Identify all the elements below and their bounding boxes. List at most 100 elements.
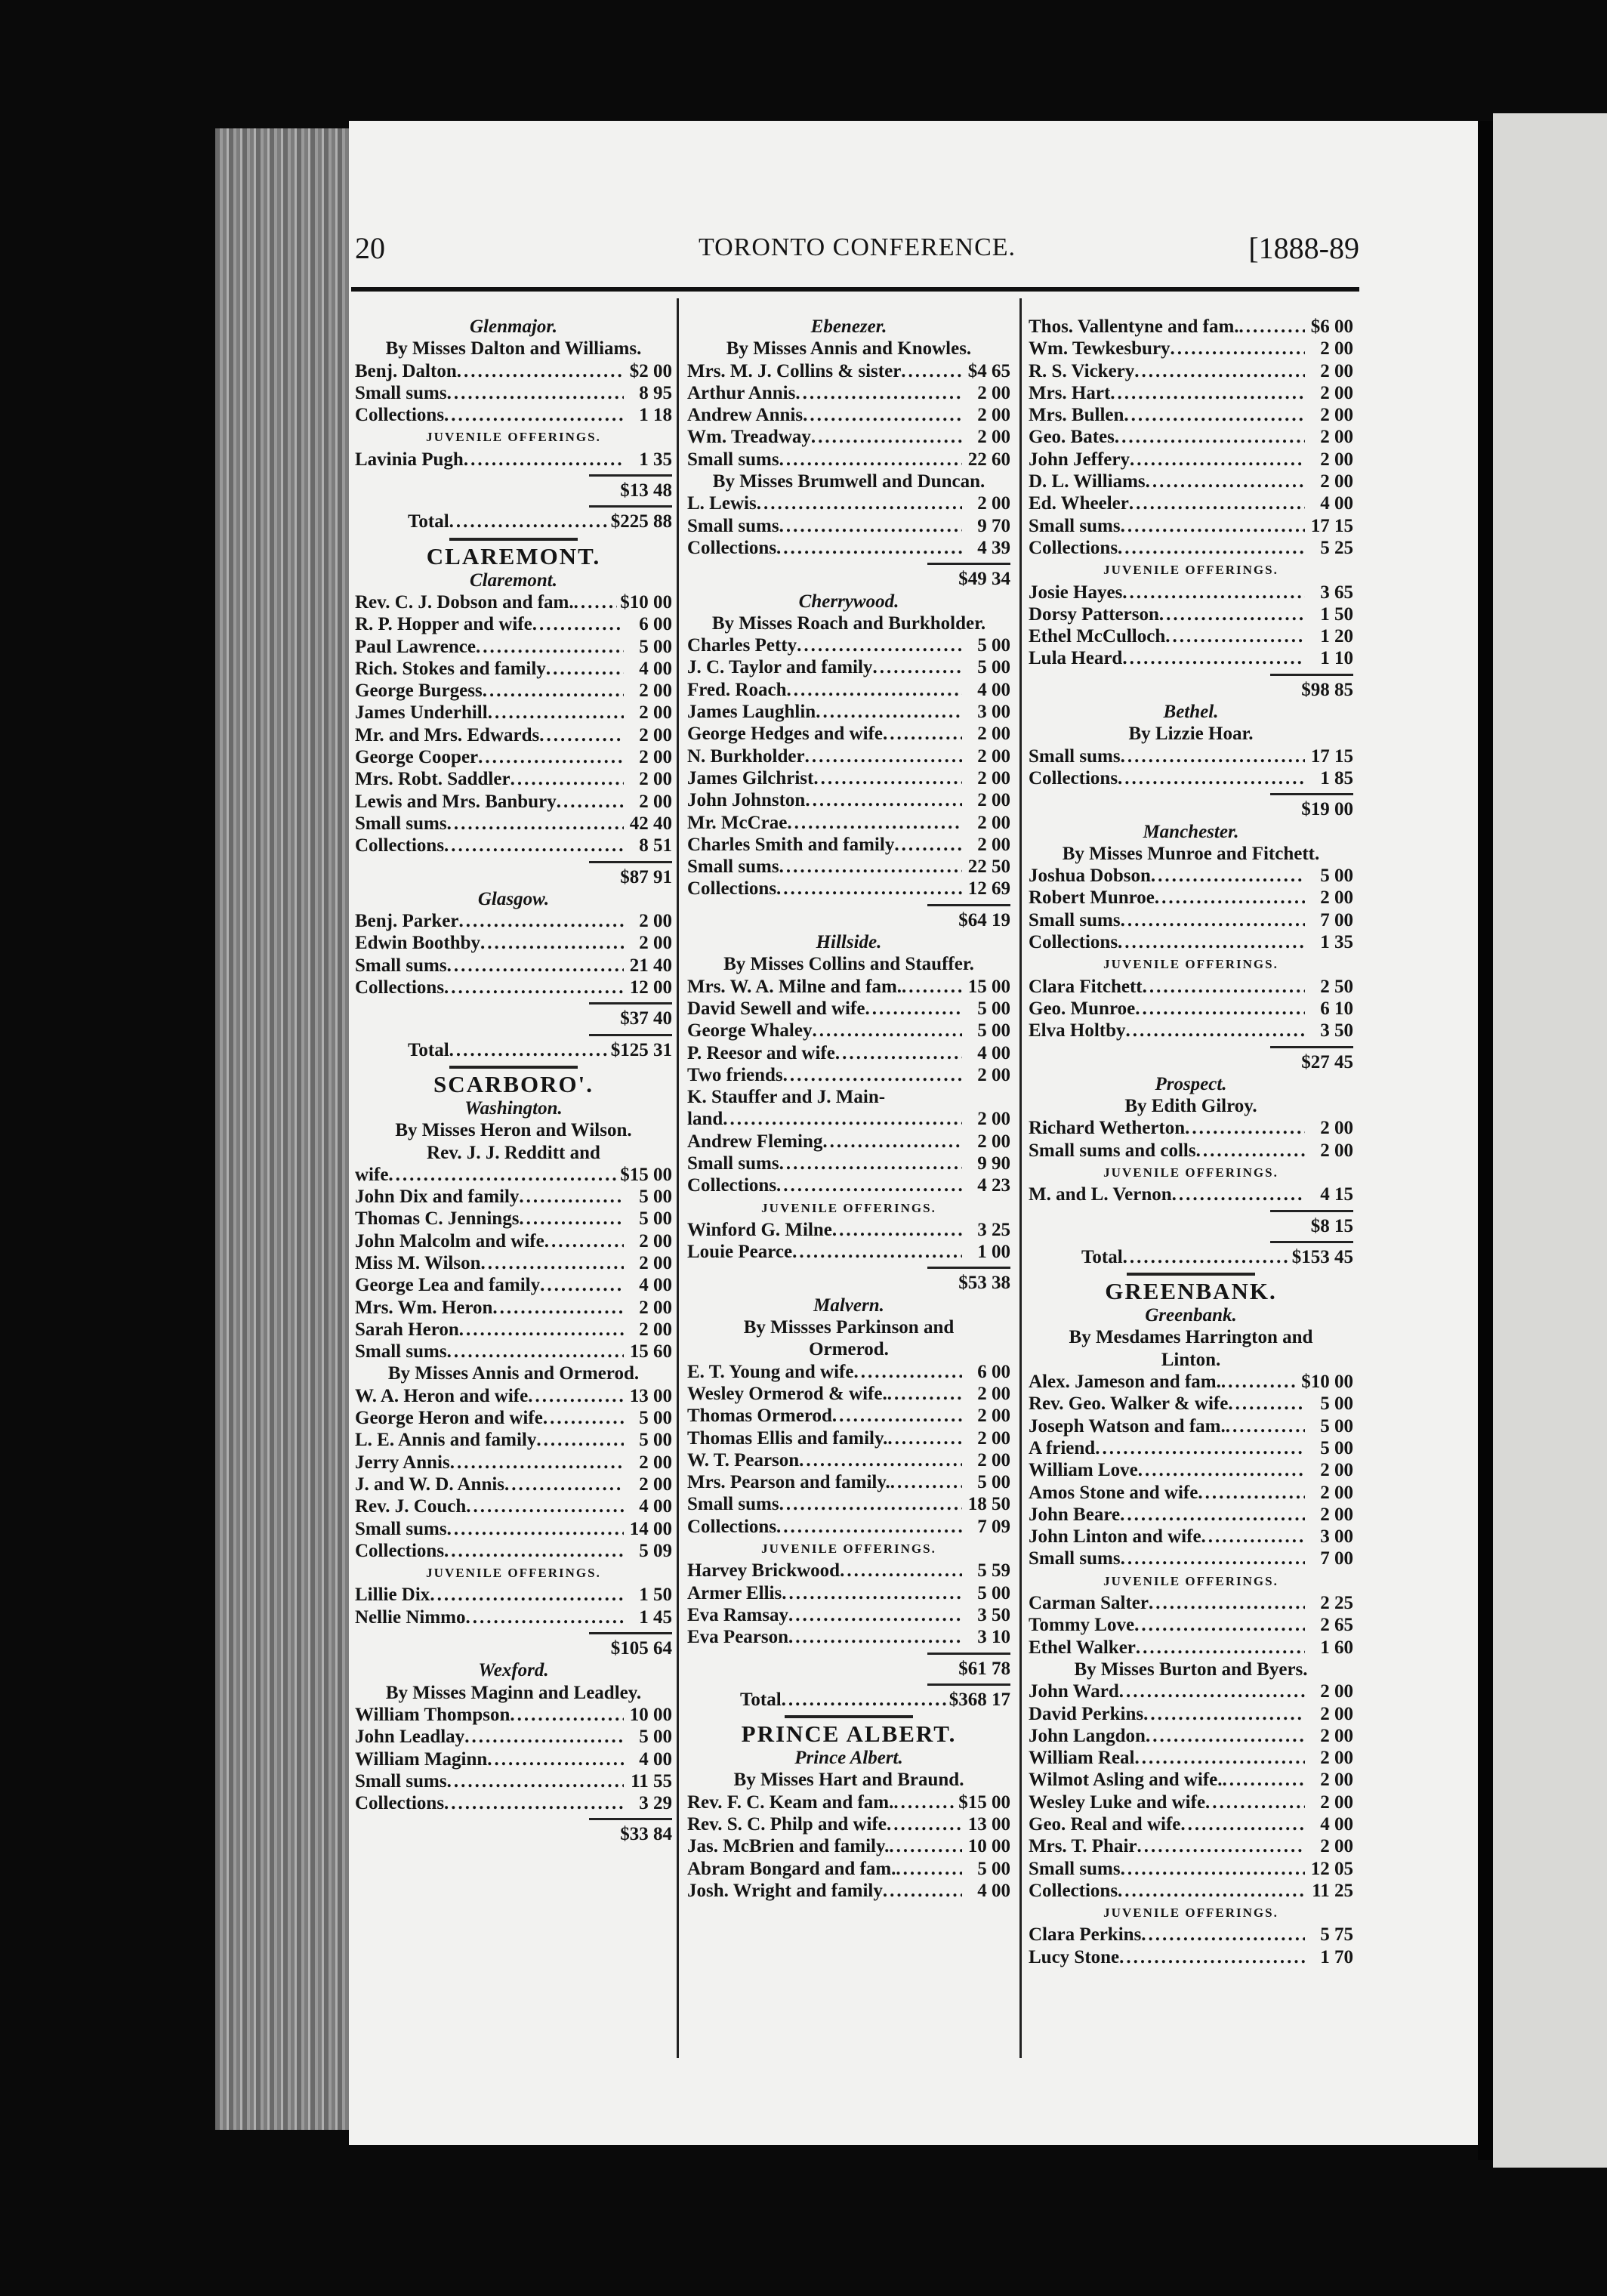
amount: 9 70 — [977, 515, 1010, 536]
donor-name: Miss M. Wilson — [355, 1252, 481, 1273]
amount: 2 00 — [639, 1319, 672, 1340]
amount: $6 00 — [1310, 316, 1353, 337]
amount: 2 00 — [977, 834, 1010, 855]
donor-name: Wesley Luke and wife — [1029, 1791, 1206, 1813]
amount: 2 00 — [639, 1252, 672, 1273]
entry-row: Collections 8 51 — [355, 835, 672, 856]
collectors-note: By Misses Maginn and Leadley. — [385, 1682, 642, 1703]
amount: 2 00 — [1320, 887, 1353, 909]
amount: 1 35 — [639, 449, 672, 470]
donor-name: Small sums — [687, 1153, 779, 1174]
donor-name: Andrew Annis — [687, 405, 804, 426]
sum-rule — [1270, 1209, 1353, 1212]
amount: 2 00 — [639, 1297, 672, 1318]
dot-leader — [788, 1626, 962, 1648]
dot-leader — [478, 746, 624, 768]
entry-row: W. T. Pearson 2 00 — [687, 1449, 1010, 1471]
juvenile-offerings-label: JUVENILE OFFERINGS. — [1103, 1906, 1279, 1921]
amount: 12 05 — [1310, 1858, 1353, 1879]
dot-leader — [447, 813, 624, 835]
dot-leader — [449, 511, 608, 532]
donor-name: George Heron and wife — [355, 1408, 543, 1429]
amount: $153 45 — [1291, 1246, 1353, 1267]
donor-name: Collections — [1029, 537, 1118, 558]
subtotal-amount: $98 85 — [1301, 679, 1353, 700]
dot-leader — [889, 1835, 962, 1857]
dot-leader — [1196, 1140, 1305, 1162]
donor-name: Lula Heard — [1029, 648, 1123, 669]
amount: 6 00 — [977, 1361, 1010, 1382]
amount: 5 00 — [977, 1472, 1010, 1493]
entry-row: Collections 4 39 — [687, 537, 1010, 559]
circuit-heading: GREENBANK. — [1105, 1278, 1277, 1305]
amount: 1 18 — [639, 405, 672, 426]
entry-row: Ed. Wheeler 4 00 — [1029, 492, 1353, 514]
donor-name: R. P. Hopper and wife — [355, 614, 532, 635]
dot-leader — [1121, 909, 1305, 931]
dot-leader — [811, 426, 962, 448]
amount: 2 00 — [1320, 1140, 1353, 1161]
amount: 5 00 — [639, 636, 672, 657]
dot-leader — [1121, 1548, 1305, 1569]
column-1: Glenmajor. By Misses Dalton and Williams.… — [355, 316, 672, 1846]
section-rule — [785, 1715, 913, 1719]
entry-row: John Johnston 2 00 — [687, 789, 1010, 811]
dot-leader — [779, 515, 962, 537]
amount: 5 00 — [1320, 1415, 1353, 1437]
amount: 4 39 — [977, 537, 1010, 558]
donor-name: George Hedges and wife — [687, 724, 883, 745]
amount: 2 00 — [1320, 1703, 1353, 1724]
entry-row: George Burgess 2 00 — [355, 680, 672, 702]
entry-row: J. and W. D. Annis 2 00 — [355, 1474, 672, 1495]
donor-name: John Dix and family — [355, 1187, 520, 1208]
entry-row: Collections 3 29 — [355, 1792, 672, 1814]
dot-leader — [1146, 471, 1305, 492]
entry-row: George Heron and wife 5 00 — [355, 1407, 672, 1429]
amount: 5 09 — [639, 1540, 672, 1561]
appointment-name: Wexford. — [478, 1660, 549, 1681]
entry-row: George Cooper 2 00 — [355, 746, 672, 768]
appointment-name: Glasgow. — [477, 888, 550, 909]
donor-name: J. C. Taylor and family — [687, 657, 873, 678]
dot-leader — [476, 636, 624, 658]
subtotal-amount: $37 40 — [620, 1008, 672, 1029]
juvenile-offerings-label: JUVENILE OFFERINGS. — [761, 1541, 936, 1557]
dot-leader — [1095, 1437, 1305, 1459]
dot-leader — [459, 1319, 624, 1341]
entry-row: James Gilchrist 2 00 — [687, 767, 1010, 789]
entry-row: Clara Perkins 5 75 — [1029, 1924, 1353, 1946]
dot-leader — [832, 1405, 962, 1427]
entry-row: Alex. Jameson and fam. $10 00 — [1029, 1371, 1353, 1393]
entry-row: Paul Lawrence 5 00 — [355, 636, 672, 658]
entry-row: Miss M. Wilson 2 00 — [355, 1252, 672, 1274]
sum-rule — [1270, 673, 1353, 676]
amount: 11 25 — [1312, 1880, 1353, 1901]
dot-leader — [1223, 1769, 1305, 1791]
sum-rule — [927, 563, 1010, 566]
entry-row: Thomas C. Jennings 5 00 — [355, 1208, 672, 1230]
donor-name: Small sums — [1029, 909, 1121, 930]
dot-leader — [447, 1770, 624, 1792]
amount: 4 00 — [639, 1748, 672, 1770]
entry-row: Rev. Geo. Walker & wife 5 00 — [1029, 1393, 1353, 1415]
dot-leader — [574, 591, 618, 613]
book-page-edges — [215, 128, 351, 2130]
dot-leader — [447, 955, 624, 977]
total-label: Total — [1081, 1246, 1123, 1267]
collectors-note: By Misses Dalton and Williams. — [385, 338, 642, 360]
donor-name: P. Reesor and wife — [687, 1042, 835, 1063]
amount: 3 00 — [1320, 1526, 1353, 1548]
donor-name: Thomas C. Jennings — [355, 1208, 520, 1230]
entry-row: Small sums 14 00 — [355, 1518, 672, 1540]
dot-leader — [782, 1689, 946, 1711]
donor-name: Jas. McBrien and family. — [687, 1836, 890, 1857]
amount: 8 95 — [639, 382, 672, 403]
entry-row: A friend 5 00 — [1029, 1437, 1353, 1459]
donor-name: Rev. F. C. Keam and fam. — [687, 1791, 894, 1813]
donor-name: N. Burkholder — [687, 745, 805, 767]
entry-row: Ethel Walker 1 60 — [1029, 1637, 1353, 1659]
amount: $125 31 — [610, 1039, 672, 1060]
entry-row: Collections 1 18 — [355, 404, 672, 426]
dot-leader — [890, 1471, 962, 1493]
amount: 4 00 — [977, 1880, 1010, 1901]
